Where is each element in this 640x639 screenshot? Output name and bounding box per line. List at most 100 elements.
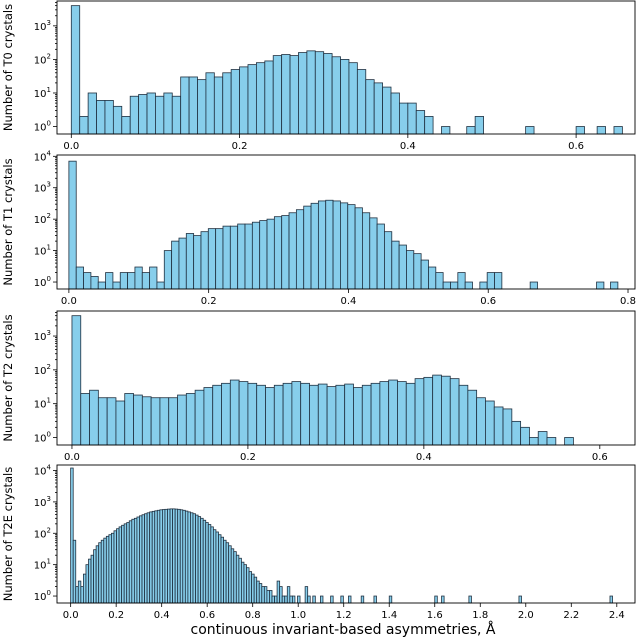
histogram-bar-52 [450,281,459,290]
histogram-bar-14 [194,389,205,446]
histogram-bar-12 [156,281,165,290]
y-tick-label: 100 [34,430,51,444]
histogram-bar-13 [180,76,190,135]
y-tick-label: 103 [34,181,51,195]
histogram-bar-22 [229,225,239,290]
histogram-bar-25 [281,54,291,135]
histogram-bar-33 [310,202,319,290]
x-tick-label: 1.8 [472,610,488,621]
histogram-bar-5 [112,105,123,135]
histogram-bar-30 [323,53,333,135]
histogram-bar-39 [354,207,363,290]
histogram-bar-48 [493,406,504,446]
bars [70,5,623,135]
histogram-bar-0 [70,5,81,135]
histogram-bar-21 [247,64,257,135]
histogram-bar-28 [306,50,316,135]
histogram-bar-42 [376,223,385,290]
x-tick-label: 0.2 [201,296,217,307]
histogram-bar-6 [124,393,134,446]
histogram-bar-37 [340,202,349,290]
y-tick-label: 103 [34,19,51,33]
histogram-bar-11 [163,92,173,135]
y-tick-label: 104 [34,464,52,478]
y-tick-label: 102 [34,52,51,66]
histogram-bar-20 [215,228,224,290]
histogram-bar-16 [212,384,222,446]
histogram-bar-34 [370,382,381,446]
histogram-bar-extra-0 [525,126,535,135]
histogram-bar-89 [297,595,301,604]
x-tick-label: 0.6 [199,610,215,621]
histogram-bar-21 [222,225,231,290]
histogram-bar-29 [326,386,337,446]
histogram-bar-38 [347,204,356,290]
histogram-bar-9 [150,397,161,446]
x-tick-label: 1.4 [381,610,397,621]
histogram-bar-98 [320,595,324,604]
histogram-bar-4 [106,397,117,446]
x-tick-label: 2.2 [563,610,579,621]
x-tick-label: 0.6 [568,141,584,152]
histogram-bar-12 [177,394,187,446]
histogram-bar-3 [97,397,108,446]
histogram-bar-47 [466,126,476,135]
histogram-bar-24 [272,55,283,135]
histogram-bar-47 [413,253,422,290]
histogram-bar-46 [476,397,486,446]
y-tick-label: 102 [34,363,51,377]
histogram-bar-25 [251,221,261,290]
histogram-bar-41 [415,110,426,135]
histogram-bar-0 [71,315,82,446]
bars [71,315,574,446]
histogram-bar-1 [79,116,89,135]
histogram-bar-2 [89,389,99,446]
histogram-bar-1 [75,266,84,290]
histogram-bar-extra-0 [434,595,438,604]
histogram-bar-10 [159,397,170,446]
y-axis-label: Number of T2E crystals [1,467,15,601]
histogram-bar-52 [529,437,539,446]
histogram-bar-106 [340,595,344,604]
histogram-bar-31 [331,56,341,135]
histogram-bar-36 [373,82,383,135]
histogram-bar-51 [442,281,451,290]
histogram-bar-42 [424,116,434,135]
histogram-bar-extra-4 [609,595,613,604]
histogram-bar-54 [546,437,557,446]
y-tick-label: 100 [34,120,51,134]
histogram-bar-125 [388,595,393,604]
histogram-bar-93 [307,595,311,604]
histogram-bar-57 [486,272,495,290]
histogram-bar-46 [406,250,415,290]
histogram-bar-16 [185,233,195,290]
x-tick-label: 2.4 [609,610,625,621]
histogram-bar-19 [238,381,249,446]
histogram-bar-11 [149,266,158,290]
histogram-bar-10 [155,95,165,135]
bars [70,467,613,604]
histogram-bar-56 [564,437,574,446]
histogram-bar-9 [146,92,156,135]
x-tick-label: 0.4 [340,296,356,307]
histogram-bar-extra-1 [575,126,585,135]
histogram-bar-32 [303,205,312,290]
histogram-bar-49 [428,266,437,290]
x-tick-label: 0.2 [240,452,256,463]
histogram-bar-44 [458,384,469,446]
panel-t2e: 0.0 0.2 0.4 0.6 0.8 1.0 1.2 1.4 1.6 1.8 2.0 2.2 2.4 1… [1,464,636,621]
histogram-bar-4 [104,100,114,135]
histogram-bar-39 [414,378,425,446]
histogram-bar-1 [80,393,90,446]
histogram-bar-12 [171,95,182,135]
histogram-bar-87 [291,595,296,604]
histogram-bar-extra-0 [529,281,538,290]
histogram-bar-53 [457,272,466,290]
histogram-bar-47 [485,400,495,446]
histogram-bar-13 [185,393,196,446]
histogram-bar-43 [384,231,393,290]
y-tick-label: 102 [34,212,51,226]
x-axis-label: continuous invariant-based asymmetries, … [191,621,496,638]
x-tick-label: 2.0 [518,610,534,621]
